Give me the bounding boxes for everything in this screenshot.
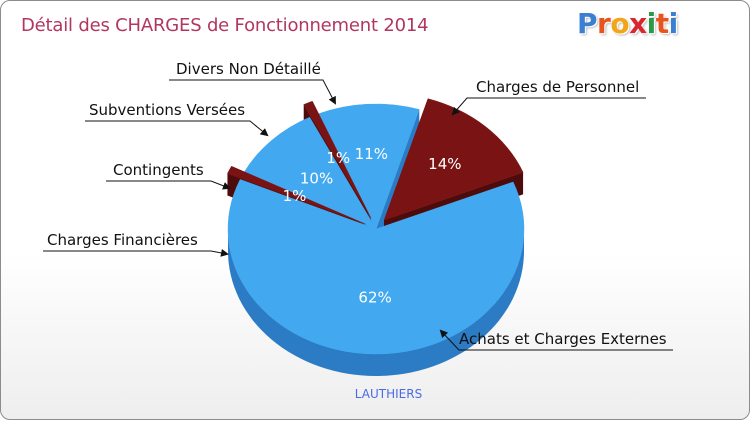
pie-slice: [383, 98, 524, 221]
slice-percent-label: 10%: [300, 169, 333, 187]
pie-slice: [227, 179, 525, 355]
slice-percent-label: 1%: [283, 187, 307, 205]
callout-leader-line: [85, 120, 269, 137]
logo-letter: P: [577, 7, 598, 40]
pie-slice-rim: [228, 229, 524, 376]
slice-category-label: Contingents: [113, 161, 204, 179]
slice-percent-label: 11%: [355, 145, 388, 163]
pie-slice: [317, 103, 420, 230]
slice-category-label: Subventions Versées: [89, 101, 245, 119]
slice-percent-label: 62%: [358, 289, 391, 307]
logo-letter: o: [610, 7, 630, 40]
callout-leader-line: [169, 79, 336, 105]
logo-letter: t: [655, 7, 669, 40]
callout-leader-line: [106, 180, 231, 190]
logo-letter: x: [629, 7, 647, 40]
slice-category-label: Charges de Personnel: [476, 78, 639, 96]
callout-leader-line: [43, 248, 229, 257]
slice-category-label: Divers Non Détaillé: [176, 60, 321, 78]
slice-category-label: Achats et Charges Externes: [459, 330, 667, 348]
pie-slice: [243, 116, 377, 230]
slice-percent-label: 1%: [326, 149, 350, 167]
logo-letter: i: [668, 7, 679, 40]
slice-category-label: Charges Financières: [47, 231, 198, 249]
pie-tops: [227, 98, 525, 355]
chart-title: Détail des CHARGES de Fonctionnement 201…: [21, 15, 429, 36]
proxiti-logo[interactable]: Proxiti: [577, 7, 678, 40]
logo-letter: r: [597, 7, 611, 40]
pie-slice: [303, 100, 372, 219]
callout-leader-line: [451, 97, 646, 116]
logo-letter: i: [646, 7, 657, 40]
pie-slice: [227, 165, 366, 225]
slice-percent-label: 14%: [428, 155, 461, 173]
callout-leader-line: [439, 329, 673, 351]
commune-name: LAUTHIERS: [354, 387, 423, 401]
